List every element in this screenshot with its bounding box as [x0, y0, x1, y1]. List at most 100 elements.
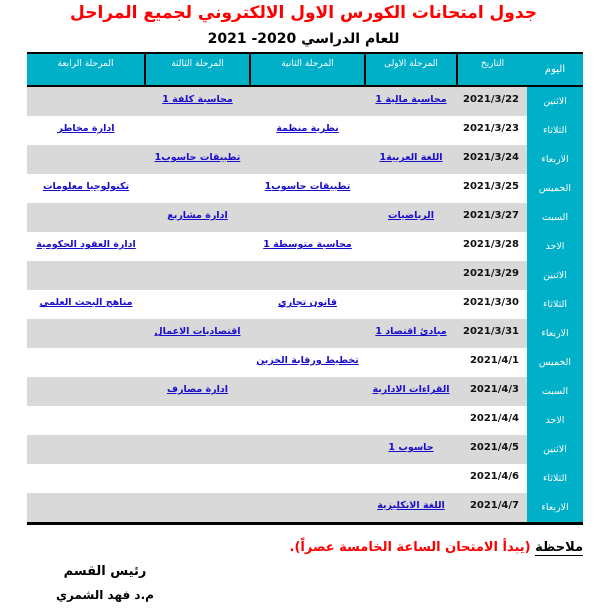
table-row: الاحد 2021/4/4: [27, 406, 583, 435]
subject-link[interactable]: نظرية منظمة: [276, 123, 339, 134]
subject-cell: [250, 261, 365, 290]
table-row: الاربعاء 2021/4/7 اللغة الانكليزية: [27, 493, 583, 524]
subject-cell: [250, 145, 365, 174]
table-row: الثلاثاء 2021/3/30 قانون تجاري مناهج البحث …: [27, 290, 583, 319]
subject-cell: [250, 319, 365, 348]
day-cell: الخميس: [527, 174, 583, 203]
subject-cell: [250, 203, 365, 232]
subject-link[interactable]: اللغة الانكليزية: [377, 500, 445, 511]
table-header-row: اليوم التاريخ المرحلة الاولى المرحلة الثاني…: [27, 53, 583, 87]
subject-cell: [145, 406, 250, 435]
subject-cell: حاسوب 1: [365, 435, 457, 464]
table-row: الاحد 2021/3/28 محاسبة متوسطة 1 ادارة العقو…: [27, 232, 583, 261]
department-head-title: رئيس القسم: [63, 564, 147, 579]
exam-schedule-table: اليوم التاريخ المرحلة الاولى المرحلة الثاني…: [27, 52, 583, 525]
subject-cell: مبادئ اقتصاد 1: [365, 319, 457, 348]
subject-cell: [145, 493, 250, 524]
subject-cell: تطبيقات حاسوب1: [250, 174, 365, 203]
subject-cell: [365, 116, 457, 145]
subject-cell: [365, 406, 457, 435]
subject-link[interactable]: محاسبة كلفة 1: [162, 94, 233, 105]
day-cell: السبت: [527, 203, 583, 232]
day-cell: الثلاثاء: [527, 116, 583, 145]
subject-cell: [27, 464, 145, 493]
day-cell: الاربعاء: [527, 493, 583, 524]
date-cell: 2021/3/29: [457, 261, 527, 290]
subject-cell: [27, 435, 145, 464]
date-cell: 2021/4/1: [469, 355, 519, 366]
subject-cell: [365, 261, 457, 290]
date-cell: 2021/3/25: [462, 181, 519, 192]
subject-cell: [250, 493, 365, 524]
date-cell: 2021/3/31: [457, 319, 527, 348]
subject-cell: ادارة مشاريع: [145, 203, 250, 232]
subject-cell: تطبيقات حاسوب1: [145, 145, 250, 174]
subject-cell: محاسبة متوسطة 1: [250, 232, 365, 261]
subject-link[interactable]: اقتصاديات الاعمال: [154, 326, 241, 337]
day-cell: الثلاثاء: [527, 464, 583, 493]
subject-link[interactable]: تخطيط ورقابة الخزين: [256, 355, 359, 366]
subject-cell: [365, 348, 457, 377]
subject-cell: [27, 261, 145, 290]
date-cell: 2021/3/30: [462, 297, 519, 308]
subject-cell: [250, 464, 365, 493]
column-header: اليوم: [527, 53, 583, 87]
column-header: المرحلة الثالثة: [144, 53, 250, 87]
subject-cell: ادارة مصارف: [145, 377, 250, 406]
subject-link[interactable]: الرياضيات: [387, 210, 435, 221]
note-text: (يبدأ الامتحان الساعة الخامسة عصراً).: [289, 540, 536, 555]
subject-cell: قانون تجاري: [250, 290, 365, 319]
subject-link[interactable]: تطبيقات حاسوب1: [154, 152, 241, 163]
subject-cell: اقتصاديات الاعمال: [145, 319, 250, 348]
subject-cell: [27, 203, 145, 232]
subject-link[interactable]: تطبيقات حاسوب1: [264, 181, 351, 192]
subject-link[interactable]: قانون تجاري: [278, 297, 337, 308]
subject-link[interactable]: ادارة مخاطر: [57, 123, 115, 134]
subject-cell: تخطيط ورقابة الخزين: [250, 348, 365, 377]
subject-cell: [27, 348, 145, 377]
subject-cell: [250, 377, 365, 406]
day-cell: الاثنين: [527, 435, 583, 464]
column-header: التاريخ: [456, 53, 527, 87]
subject-cell: [250, 86, 365, 116]
subject-cell: محاسبة كلفة 1: [145, 86, 250, 116]
subject-cell: تكنولوجيا معلومات: [27, 174, 145, 203]
subject-link[interactable]: محاسبة مالية 1: [375, 94, 447, 105]
day-cell: السبت: [527, 377, 583, 406]
subject-link[interactable]: مناهج البحث العلمي: [39, 297, 133, 308]
day-cell: الاربعاء: [527, 145, 583, 174]
subject-cell: [145, 116, 250, 145]
subject-cell: الرياضيات: [365, 203, 457, 232]
subject-link[interactable]: ادارة العقود الحكومية: [36, 239, 136, 250]
date-cell: 2021/3/28: [462, 239, 519, 250]
subject-link[interactable]: ادارة مشاريع: [167, 210, 228, 221]
subject-link[interactable]: اللغة العربية1: [379, 152, 443, 163]
date-cell: 2021/4/7: [457, 493, 527, 524]
subject-link[interactable]: مبادئ اقتصاد 1: [375, 326, 447, 337]
day-cell: الخميس: [527, 348, 583, 377]
department-head-name: م.د فهد الشمري: [56, 588, 154, 602]
subject-cell: ادارة مخاطر: [27, 116, 145, 145]
subject-cell: [145, 435, 250, 464]
day-cell: الثلاثاء: [527, 290, 583, 319]
subject-cell: [145, 232, 250, 261]
subject-link[interactable]: ادارة مصارف: [166, 384, 229, 395]
subject-link[interactable]: تكنولوجيا معلومات: [42, 181, 130, 192]
subject-link[interactable]: القراءات الادارية: [372, 384, 450, 395]
note-label: ملاحظة: [535, 540, 583, 556]
table-row: السبت 2021/4/3 القراءات الادارية ادارة مصار…: [27, 377, 583, 406]
note: ملاحظة (يبدأ الامتحان الساعة الخامسة عصر…: [290, 539, 583, 557]
subject-cell: اللغة الانكليزية: [365, 493, 457, 524]
table-row: الخميس 2021/4/1 تخطيط ورقابة الخزين: [27, 348, 583, 377]
column-header: المرحلة الاولى: [364, 53, 457, 87]
subject-cell: نظرية منظمة: [250, 116, 365, 145]
subject-cell: [145, 261, 250, 290]
subject-cell: [365, 232, 457, 261]
subject-cell: محاسبة مالية 1: [365, 86, 457, 116]
subject-cell: مناهج البحث العلمي: [27, 290, 145, 319]
table-row: الاربعاء 2021/3/24 اللغة العربية1 تطبيقات ح…: [27, 145, 583, 174]
subject-cell: [27, 406, 145, 435]
subject-link[interactable]: محاسبة متوسطة 1: [263, 239, 352, 250]
subject-link[interactable]: حاسوب 1: [388, 442, 434, 453]
day-cell: الاحد: [527, 406, 583, 435]
